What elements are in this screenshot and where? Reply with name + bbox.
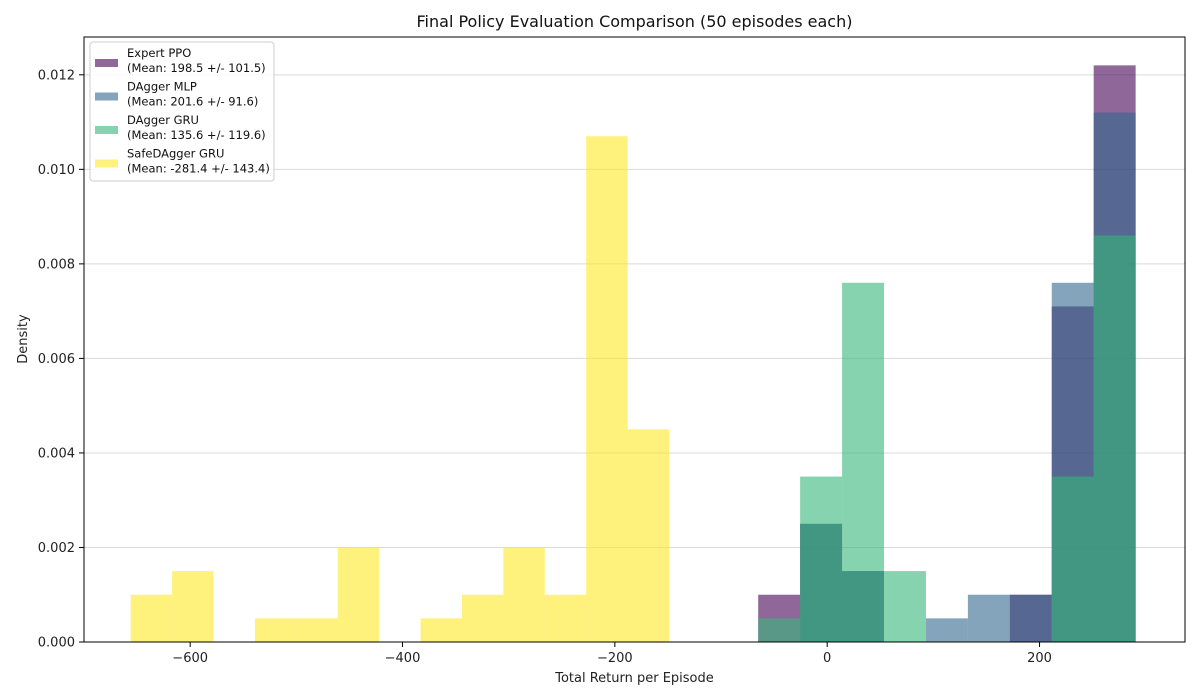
bar-dagger-gru-3: [884, 571, 926, 642]
x-axis-title: Total Return per Episode: [554, 671, 714, 686]
bar-safedagger-gru-7: [503, 547, 545, 642]
chart-title: Final Policy Evaluation Comparison (50 e…: [417, 12, 853, 31]
bar-safedagger-gru-9: [586, 136, 628, 642]
legend-stats-safedagger-gru: (Mean: -281.4 +/- 143.4): [127, 162, 270, 176]
bar-dagger-mlp-3: [967, 594, 1010, 642]
bar-safedagger-gru-10: [627, 429, 670, 642]
legend-label-safedagger-gru: SafeDAgger GRU: [127, 147, 224, 161]
bar-safedagger-gru-5: [420, 618, 462, 642]
legend-label-dagger-gru: DAgger GRU: [127, 113, 199, 127]
legend-label-dagger-mlp: DAgger MLP: [127, 80, 197, 94]
bars-layer: [130, 65, 1136, 642]
bar-dagger-mlp-2: [925, 618, 968, 642]
legend-swatch-dagger-gru: [95, 126, 118, 134]
legend-swatch-expert-ppo: [95, 59, 118, 67]
y-tick-label-5: 0.010: [38, 163, 75, 178]
x-tick-label-2: −200: [597, 651, 633, 666]
y-tick-label-6: 0.012: [38, 68, 75, 83]
legend-box: [89, 41, 275, 182]
bar-dagger-gru-4: [1051, 476, 1094, 642]
bar-safedagger-gru-8: [544, 594, 587, 642]
x-tick-label-0: −600: [172, 651, 208, 666]
legend-stats-dagger-gru: (Mean: 135.6 +/- 119.6): [127, 128, 266, 142]
axes-layer: −600 −400 −200 0 200 0.000 0.002 0.004 0.006 0.00…: [38, 36, 1186, 666]
y-tick-label-2: 0.004: [38, 446, 75, 461]
legend-stats-expert-ppo: (Mean: 198.5 +/- 101.5): [127, 61, 266, 75]
bar-dagger-gru-0: [758, 618, 801, 642]
bar-safedagger-gru-3: [296, 618, 338, 642]
x-tick-label-3: 0: [823, 651, 831, 666]
legend: Expert PPO(Mean: 198.5 +/- 101.5) DAgger …: [89, 41, 275, 182]
bar-safedagger-gru-1: [172, 571, 214, 642]
plot-frame: [83, 36, 1186, 643]
legend-stats-dagger-mlp: (Mean: 201.6 +/- 91.6): [127, 95, 258, 109]
bar-safedagger-gru-0: [130, 594, 173, 642]
y-tick-label-3: 0.006: [38, 352, 75, 367]
y-tick-label-0: 0.000: [38, 636, 75, 651]
y-tick-label-4: 0.008: [38, 257, 75, 272]
bar-dagger-gru-1: [800, 476, 843, 642]
bar-safedagger-gru-4: [337, 547, 380, 642]
bar-safedagger-gru-6: [461, 594, 504, 642]
bar-dagger-mlp-4: [1009, 594, 1052, 642]
x-tick-label-4: 200: [1027, 651, 1052, 666]
bar-dagger-gru-2: [842, 282, 885, 642]
x-tick-label-1: −400: [385, 651, 421, 666]
bar-safedagger-gru-2: [254, 618, 297, 642]
legend-label-expert-ppo: Expert PPO: [127, 46, 191, 60]
y-tick-label-1: 0.002: [38, 541, 75, 556]
bar-dagger-gru-5: [1093, 235, 1136, 642]
legend-swatch-safedagger-gru: [95, 159, 118, 168]
legend-swatch-dagger-mlp: [95, 92, 118, 101]
y-axis-title: Density: [16, 314, 31, 364]
